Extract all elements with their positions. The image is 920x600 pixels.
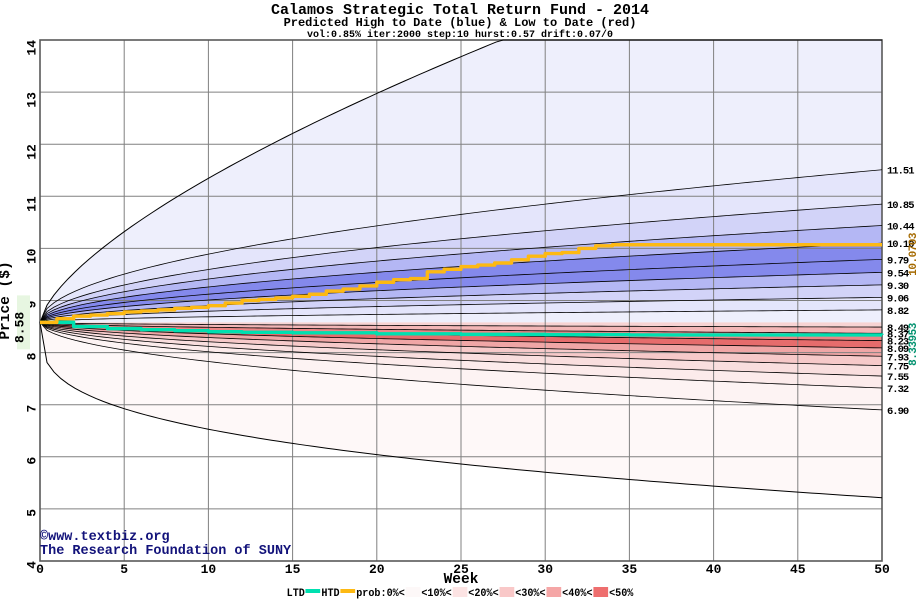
svg-text:50: 50 — [874, 562, 890, 577]
svg-text:9.30: 9.30 — [887, 281, 909, 293]
svg-text:14: 14 — [24, 40, 39, 56]
svg-text:5: 5 — [120, 562, 128, 577]
svg-text:20: 20 — [369, 562, 385, 577]
svg-text:10.85: 10.85 — [887, 200, 914, 212]
svg-text:9.79: 9.79 — [887, 255, 909, 267]
svg-text:10.44: 10.44 — [887, 221, 914, 233]
svg-text:10: 10 — [201, 562, 217, 577]
svg-text:0: 0 — [36, 562, 44, 577]
svg-text:6.90: 6.90 — [887, 406, 909, 418]
svg-text:9.06: 9.06 — [887, 293, 909, 305]
svg-text:11: 11 — [24, 196, 39, 212]
svg-text:7: 7 — [24, 405, 39, 413]
svg-text:11.51: 11.51 — [887, 166, 914, 178]
svg-text:8.58: 8.58 — [13, 312, 28, 343]
svg-text:7.55: 7.55 — [887, 372, 909, 384]
svg-text:5: 5 — [24, 509, 39, 517]
svg-text:6: 6 — [24, 457, 39, 465]
svg-text:10: 10 — [24, 248, 39, 264]
svg-text:Week: Week — [444, 572, 479, 588]
svg-text:7.32: 7.32 — [887, 384, 909, 396]
svg-text:8.33953: 8.33953 — [908, 322, 920, 366]
svg-text:15: 15 — [285, 562, 301, 577]
svg-text:35: 35 — [622, 562, 638, 577]
svg-text:10.0703: 10.0703 — [908, 232, 920, 276]
svg-text:8: 8 — [24, 352, 39, 360]
svg-text:40: 40 — [706, 562, 722, 577]
svg-text:45: 45 — [790, 562, 806, 577]
svg-text:30: 30 — [537, 562, 553, 577]
svg-text:12: 12 — [24, 144, 39, 160]
svg-text:9.54: 9.54 — [887, 268, 909, 280]
svg-text:8.82: 8.82 — [887, 306, 909, 318]
svg-text:13: 13 — [24, 92, 39, 108]
